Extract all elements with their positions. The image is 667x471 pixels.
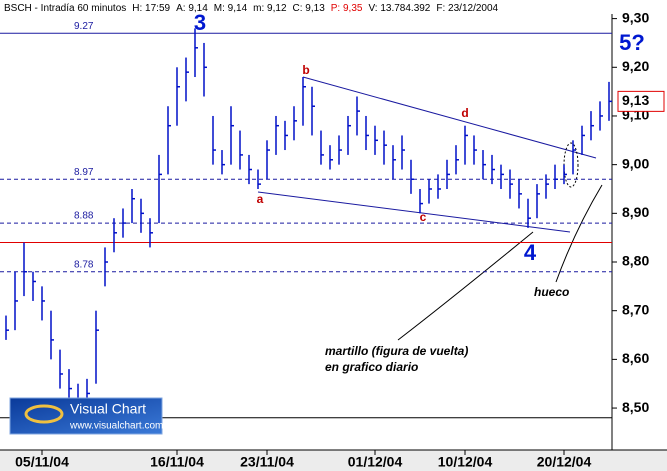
y-tick-label: 8,60	[622, 350, 649, 366]
logo-icon	[24, 404, 64, 424]
logo-name: Visual Chart	[70, 401, 146, 417]
arrow	[555, 184, 603, 283]
trendline	[302, 76, 597, 159]
x-tick-label: 05/11/04	[15, 454, 69, 470]
y-tick-label: 9,00	[622, 155, 649, 171]
header-title: BSCH - Intradía 60 minutos	[4, 3, 126, 14]
y-tick-label: 8,70	[622, 301, 649, 317]
wave-label: 5?	[619, 30, 645, 55]
trendline	[257, 191, 571, 233]
x-tick-label: 01/12/04	[348, 454, 403, 470]
header-field: m: 9,12	[253, 3, 287, 14]
last-price-box	[617, 90, 665, 112]
x-tick-label: 23/11/04	[240, 454, 294, 470]
y-tick-label: 8,50	[622, 399, 649, 415]
header-field: F: 23/12/2004	[436, 3, 498, 14]
x-tick-label: 16/11/04	[150, 454, 204, 470]
y-tick-label: 8,90	[622, 204, 649, 220]
header-field: P: 9,35	[331, 3, 363, 14]
point-label: c	[420, 210, 427, 224]
header-field: M: 9,14	[214, 3, 248, 14]
point-label: a	[257, 192, 264, 206]
header: BSCH - Intradía 60 minutos H: 17:59 A: 9,1…	[4, 3, 499, 14]
logo-box	[9, 397, 163, 435]
annotation: en grafico diario	[325, 360, 418, 374]
reference-label: 8.78	[74, 259, 94, 270]
arrow	[397, 231, 534, 341]
header-field: A: 9,14	[176, 3, 208, 14]
logo: Visual Chart www.visualchart.com	[9, 397, 163, 435]
reference-label: 9.27	[74, 21, 94, 32]
x-tick-label: 10/12/04	[438, 454, 493, 470]
header-field: H: 17:59	[132, 3, 170, 14]
point-label: b	[302, 63, 309, 77]
annotation: hueco	[534, 285, 569, 299]
date-axis-band	[0, 450, 667, 471]
annotation: martillo (figura de vuelta)	[325, 344, 468, 358]
logo-url: www.visualchart.com	[69, 421, 163, 432]
reference-label: 8.88	[74, 211, 94, 222]
wave-label: 4	[524, 240, 537, 265]
x-tick-label: 20/12/04	[537, 454, 592, 470]
reference-label: 8.97	[74, 167, 94, 178]
header-field: V: 13.784.392	[368, 3, 430, 14]
header-field: C: 9,13	[293, 3, 326, 14]
y-tick-label: 9,30	[622, 9, 649, 25]
last-price-label: 9,13	[622, 92, 649, 108]
wave-label: 3	[194, 10, 206, 35]
y-tick-label: 8,80	[622, 253, 649, 269]
point-label: d	[461, 106, 468, 120]
y-tick-label: 9,20	[622, 58, 649, 74]
